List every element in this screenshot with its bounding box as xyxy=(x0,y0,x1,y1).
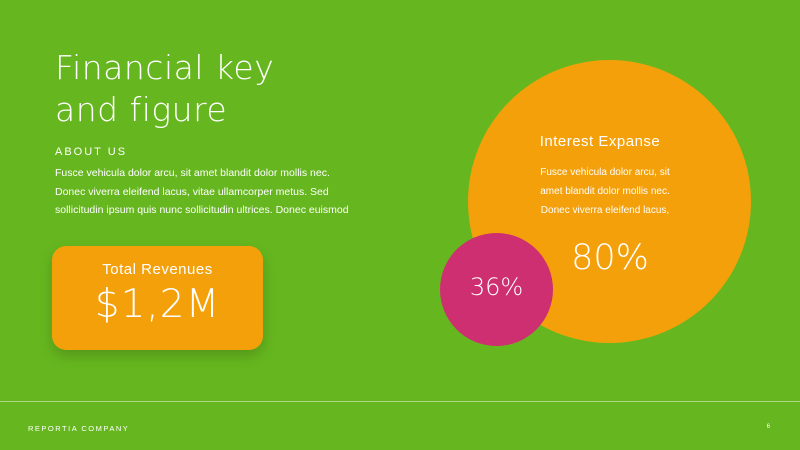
footer-divider xyxy=(0,401,800,402)
interest-expanse-title: Interest Expanse xyxy=(539,133,661,150)
secondary-percent: 36% xyxy=(469,273,524,301)
footer-company-name: REPORTIA COMPANY xyxy=(28,424,130,433)
slide-title-line-1: Financial key xyxy=(55,48,275,87)
total-revenues-card: Total Revenues $1,2M xyxy=(52,246,263,350)
total-revenues-label: Total Revenues xyxy=(102,261,213,278)
interest-expanse-text: Fusce vehicula dolor arcu, sit amet blan… xyxy=(505,163,705,220)
interest-text-line-3: Donec viverra eleifend lacus, xyxy=(540,205,670,216)
total-revenues-value: $1,2M xyxy=(94,282,221,327)
about-us-text-line-1: Fusce vehicula dolor arcu, sit amet blan… xyxy=(55,167,330,179)
interest-percent: 80% xyxy=(571,238,649,278)
slide-title-line-2: and figure xyxy=(55,90,228,129)
about-us-label: ABOUT US xyxy=(55,146,128,158)
page-number: 6 xyxy=(766,424,770,430)
secondary-circle xyxy=(440,233,553,346)
about-us-text-line-3: sollicitudin ipsum quis nunc sollicitudi… xyxy=(55,204,349,216)
interest-text-line-2: amet blandit dolor mollis nec. xyxy=(540,186,670,197)
interest-text-line-1: Fusce vehicula dolor arcu, sit xyxy=(540,167,670,178)
about-us-text-line-2: Donec viverra eleifend lacus, vitae ulla… xyxy=(55,185,329,198)
about-us-text: Fusce vehicula dolor arcu, sit amet blan… xyxy=(55,164,395,220)
slide-title: Financial key and figure xyxy=(55,47,274,131)
